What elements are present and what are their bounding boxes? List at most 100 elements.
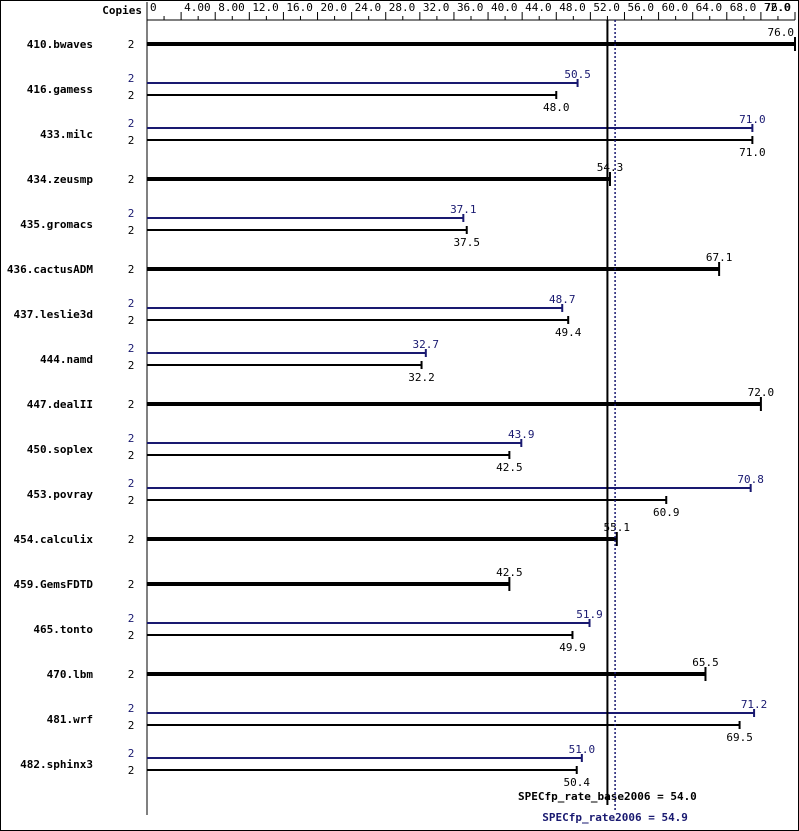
benchmark-name: 435.gromacs <box>20 218 93 231</box>
benchmark-name: 410.bwaves <box>27 38 93 51</box>
x-axis: 0 4.00 8.00 12.0 16.0 20.0 24.0 28.0 32.0 36.0 40.… <box>146 1 796 815</box>
x-tick-label: 48.0 <box>559 1 586 14</box>
peak-value-label: 48.7 <box>549 293 576 306</box>
copies-header: Copies <box>102 4 142 17</box>
base-value-label: 72.0 <box>748 386 775 399</box>
x-tick-label: 64.0 <box>696 1 723 14</box>
benchmark-name: 444.namd <box>40 353 93 366</box>
benchmark-name: 416.gamess <box>27 83 93 96</box>
x-tick-label: 16.0 <box>286 1 313 14</box>
x-tick-label: 32.0 <box>423 1 450 14</box>
benchmark-row: 453.povray 2 2 70.8 60.9 <box>27 473 764 519</box>
benchmark-row: 465.tonto 2 2 51.9 49.9 <box>33 608 602 654</box>
base-value-label: 50.4 <box>563 776 590 789</box>
peak-value-label: 50.5 <box>564 68 591 81</box>
benchmark-name: 437.leslie3d <box>14 308 93 321</box>
peak-value-label: 70.8 <box>737 473 764 486</box>
base-copies: 2 <box>128 398 135 411</box>
benchmark-row: 444.namd 2 2 32.7 32.2 <box>40 338 439 384</box>
base-value-label: 71.0 <box>739 146 766 159</box>
peak-copies: 2 <box>128 297 135 310</box>
base-value-label: 67.1 <box>706 251 733 264</box>
base-value-label: 32.2 <box>408 371 435 384</box>
base-value-label: 42.5 <box>496 461 523 474</box>
x-tick-label: 8.00 <box>218 1 245 14</box>
peak-copies: 2 <box>128 117 135 130</box>
peak-value-label: 71.0 <box>739 113 766 126</box>
base-value-label: 49.9 <box>559 641 586 654</box>
benchmark-row: 435.gromacs 2 2 37.1 37.5 <box>20 203 480 249</box>
reference-lines: SPECfp_rate_base2006 = 54.0 SPECfp_rate20… <box>518 20 697 824</box>
base-value-label: 54.3 <box>597 161 624 174</box>
base-value-label: 42.5 <box>496 566 523 579</box>
peak-value-label: 37.1 <box>450 203 477 216</box>
x-tick-label: 28.0 <box>389 1 416 14</box>
base-copies: 2 <box>128 668 135 681</box>
base-copies: 2 <box>128 263 135 276</box>
benchmark-name: 481.wrf <box>47 713 93 726</box>
benchmark-row: 416.gamess 2 2 50.5 48.0 <box>27 68 591 114</box>
x-tick-label: 72.0 <box>764 1 791 14</box>
base-copies: 2 <box>128 629 135 642</box>
x-tick-label: 12.0 <box>252 1 279 14</box>
peak-value-label: 51.0 <box>569 743 596 756</box>
x-tick-label: 68.0 <box>730 1 757 14</box>
benchmark-row: 437.leslie3d 2 2 48.7 49.4 <box>14 293 582 339</box>
peak-value-label: 32.7 <box>413 338 440 351</box>
base-copies: 2 <box>128 359 135 372</box>
base-copies: 2 <box>128 314 135 327</box>
peak-reference-label: SPECfp_rate2006 = 54.9 <box>542 811 688 824</box>
base-value-label: 65.5 <box>692 656 719 669</box>
benchmark-name: 459.GemsFDTD <box>14 578 94 591</box>
base-value-label: 55.1 <box>604 521 631 534</box>
x-tick-label: 56.0 <box>627 1 654 14</box>
base-value-label: 76.0 <box>768 26 795 39</box>
benchmark-name: 454.calculix <box>14 533 94 546</box>
bars: 410.bwaves 276.0416.gamess2250.548.0433.m… <box>7 26 796 789</box>
benchmark-name: 470.lbm <box>47 668 94 681</box>
x-tick-label: 4.00 <box>184 1 211 14</box>
benchmark-row: 447.dealII 2 72.0 <box>27 386 774 411</box>
peak-copies: 2 <box>128 477 135 490</box>
benchmark-name: 482.sphinx3 <box>20 758 93 771</box>
benchmark-row: 481.wrf 2 2 71.2 69.5 <box>47 698 768 744</box>
benchmark-name: 453.povray <box>27 488 94 501</box>
benchmark-row: 436.cactusADM 2 67.1 <box>7 251 732 276</box>
benchmark-row: 410.bwaves 2 76.0 <box>27 26 796 51</box>
peak-copies: 2 <box>128 612 135 625</box>
x-tick-label: 0 <box>150 1 157 14</box>
base-copies: 2 <box>128 89 135 102</box>
benchmark-row: 454.calculix 2 55.1 <box>14 521 631 546</box>
base-copies: 2 <box>128 224 135 237</box>
peak-copies: 2 <box>128 702 135 715</box>
benchmark-name: 436.cactusADM <box>7 263 93 276</box>
x-tick-label: 20.0 <box>321 1 348 14</box>
x-tick-label: 60.0 <box>662 1 689 14</box>
base-value-label: 49.4 <box>555 326 582 339</box>
x-tick-label: 76.0 <box>765 1 792 14</box>
benchmark-name: 433.milc <box>40 128 93 141</box>
base-reference-label: SPECfp_rate_base2006 = 54.0 <box>518 790 697 803</box>
base-copies: 2 <box>128 764 135 777</box>
benchmark-row: 459.GemsFDTD 2 42.5 <box>14 566 523 591</box>
x-tick-label: 44.0 <box>525 1 552 14</box>
benchmark-name: 434.zeusmp <box>27 173 94 186</box>
x-tick-label: 52.0 <box>593 1 620 14</box>
benchmark-name: 447.dealII <box>27 398 93 411</box>
base-value-label: 37.5 <box>453 236 480 249</box>
base-copies: 2 <box>128 38 135 51</box>
benchmark-row: 433.milc 2 2 71.0 71.0 <box>40 113 766 159</box>
x-tick-label: 36.0 <box>457 1 484 14</box>
peak-value-label: 51.9 <box>576 608 603 621</box>
base-value-label: 69.5 <box>726 731 753 744</box>
peak-value-label: 43.9 <box>508 428 535 441</box>
base-copies: 2 <box>128 719 135 732</box>
base-copies: 2 <box>128 533 135 546</box>
base-copies: 2 <box>128 449 135 462</box>
benchmark-row: 482.sphinx3 2 2 51.0 50.4 <box>20 743 595 789</box>
peak-copies: 2 <box>128 72 135 85</box>
benchmark-name: 450.soplex <box>27 443 94 456</box>
